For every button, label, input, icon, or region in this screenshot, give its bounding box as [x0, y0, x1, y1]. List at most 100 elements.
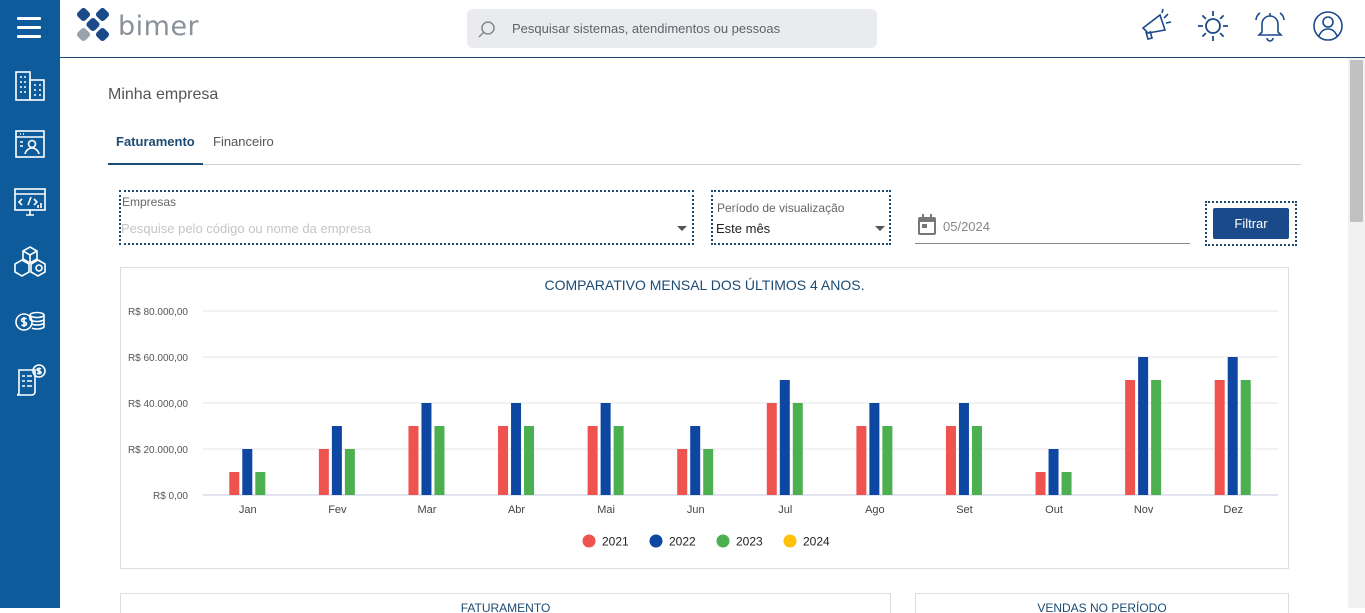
- bar-2021-out: [1035, 472, 1046, 495]
- date-value: 05/2024: [943, 219, 990, 234]
- megaphone-icon[interactable]: [1138, 8, 1174, 44]
- bar-2021-dez: [1214, 380, 1225, 495]
- bar-2022-dez: [1227, 357, 1238, 495]
- bar-2021-jul: [766, 403, 777, 495]
- search-bar[interactable]: [467, 9, 877, 48]
- vendas-card: VENDAS NO PERÍODO: [915, 593, 1289, 613]
- bar-2022-ago: [869, 403, 880, 495]
- legend-label-2024: 2024: [803, 535, 830, 549]
- hamburger-menu-icon[interactable]: [15, 14, 43, 40]
- x-tick-label: Nov: [1134, 504, 1154, 516]
- chart-title: COMPARATIVO MENSAL DOS ÚLTIMOS 4 ANOS.: [544, 277, 865, 293]
- bar-2022-mai: [600, 403, 611, 495]
- bar-2023-ago: [882, 426, 893, 495]
- vendas-card-title: VENDAS NO PERÍODO: [1037, 601, 1167, 613]
- x-tick-label: Set: [956, 504, 973, 516]
- bar-2023-fev: [344, 449, 355, 495]
- contact-card-icon[interactable]: [10, 124, 50, 164]
- y-tick-label: R$ 60.000,00: [128, 353, 188, 364]
- legend-label-2023: 2023: [736, 535, 763, 549]
- bell-icon[interactable]: [1252, 8, 1288, 44]
- bar-2022-set: [958, 403, 969, 495]
- x-tick-label: Mai: [597, 504, 615, 516]
- x-tick-label: Jan: [239, 504, 257, 516]
- x-tick-label: Dez: [1223, 504, 1243, 516]
- y-tick-label: R$ 20.000,00: [128, 445, 188, 456]
- chevron-down-icon: [677, 226, 687, 231]
- building-icon[interactable]: [10, 66, 50, 106]
- bar-2022-fev: [331, 426, 342, 495]
- tab-bar: Faturamento Financeiro: [108, 124, 1301, 165]
- x-tick-label: Fev: [328, 504, 347, 516]
- y-tick-label: R$ 40.000,00: [128, 399, 188, 410]
- bar-2021-abr: [498, 426, 509, 495]
- bar-2023-jul: [792, 403, 803, 495]
- invoice-icon[interactable]: [10, 359, 50, 399]
- bar-2021-ago: [856, 426, 867, 495]
- x-tick-label: Abr: [508, 504, 525, 516]
- bar-2021-set: [945, 426, 956, 495]
- search-icon: [478, 20, 495, 38]
- x-tick-label: Jul: [778, 504, 792, 516]
- empresas-placeholder: Pesquise pelo código ou nome da empresa: [121, 221, 372, 236]
- code-monitor-icon[interactable]: [10, 182, 50, 222]
- bar-2021-jun: [677, 449, 688, 495]
- periodo-label: Período de visualização: [717, 201, 845, 215]
- bimer-logo-icon: [76, 8, 110, 42]
- filter-button-focus-ring: Filtrar: [1205, 201, 1297, 246]
- bar-2021-mar: [408, 426, 419, 495]
- calendar-icon[interactable]: [917, 214, 937, 236]
- faturamento-card-title: FATURAMENTO: [460, 601, 551, 613]
- periodo-select[interactable]: Período de visualização Este mês: [711, 190, 891, 245]
- bar-2022-jul: [779, 380, 790, 495]
- bar-2023-abr: [524, 426, 535, 495]
- top-bar: bimer: [60, 0, 1365, 58]
- page-title: Minha empresa: [108, 86, 219, 103]
- bar-2021-mai: [587, 426, 598, 495]
- empresas-label: Empresas: [122, 195, 177, 209]
- bar-chart: R$ 0,00 R$ 20.000,00 R$ 40.000,00 R$ 60.000…: [128, 307, 1278, 549]
- page-scrollbar[interactable]: [1348, 58, 1365, 608]
- bar-2023-jun: [703, 449, 714, 495]
- sidebar: [0, 0, 60, 608]
- x-tick-label: Mar: [417, 504, 436, 516]
- x-tick-label: Out: [1045, 504, 1063, 516]
- legend-marker-2023: [716, 534, 730, 548]
- bar-2023-mar: [434, 426, 445, 495]
- boxes-icon[interactable]: [10, 241, 50, 281]
- bar-2023-dez: [1240, 380, 1251, 495]
- search-input[interactable]: [512, 21, 852, 36]
- bimer-logo[interactable]: bimer: [76, 8, 199, 44]
- bar-2023-mai: [613, 426, 624, 495]
- coins-icon[interactable]: [10, 300, 50, 340]
- empresas-select[interactable]: Empresas Pesquise pelo código ou nome da…: [119, 190, 694, 245]
- legend-label-2022: 2022: [669, 535, 696, 549]
- x-tick-label: Ago: [865, 504, 885, 516]
- date-field[interactable]: 05/2024: [915, 211, 1190, 244]
- sun-icon[interactable]: [1195, 8, 1231, 44]
- legend-marker-2024: [783, 534, 797, 548]
- y-tick-label: R$ 80.000,00: [128, 307, 188, 318]
- bar-2021-nov: [1125, 380, 1136, 495]
- filter-button[interactable]: Filtrar: [1213, 208, 1289, 239]
- bar-2023-set: [971, 426, 982, 495]
- tab-faturamento[interactable]: Faturamento: [108, 124, 203, 165]
- bar-2023-out: [1061, 472, 1072, 495]
- bar-2021-jan: [229, 472, 240, 495]
- bar-2023-nov: [1151, 380, 1162, 495]
- bar-2023-jan: [255, 472, 266, 495]
- bar-2022-nov: [1138, 357, 1149, 495]
- legend-marker-2022: [649, 534, 663, 548]
- scrollbar-thumb[interactable]: [1350, 60, 1363, 222]
- legend-label-2021: 2021: [602, 535, 629, 549]
- bar-2021-fev: [318, 449, 329, 495]
- periodo-value: Este mês: [716, 221, 771, 236]
- user-icon[interactable]: [1310, 8, 1346, 44]
- bar-2022-abr: [511, 403, 522, 495]
- logo-text: bimer: [118, 10, 200, 42]
- chevron-down-icon: [875, 226, 885, 231]
- bar-2022-out: [1048, 449, 1059, 495]
- chart-card: COMPARATIVO MENSAL DOS ÚLTIMOS 4 ANOS. R…: [120, 267, 1289, 569]
- tab-financeiro[interactable]: Financeiro: [213, 134, 274, 149]
- bar-2022-jun: [690, 426, 701, 495]
